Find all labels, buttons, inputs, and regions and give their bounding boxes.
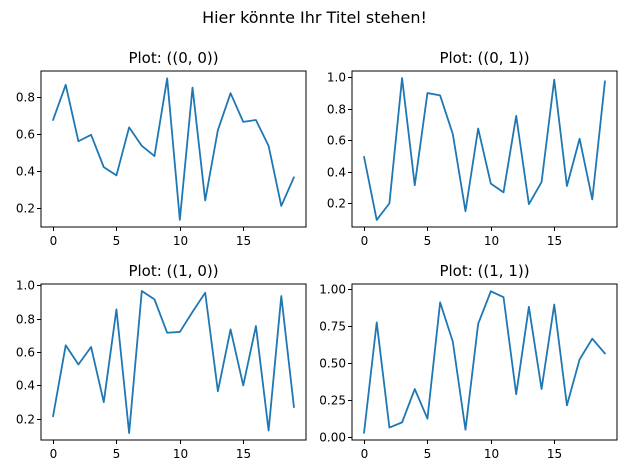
y-tick-label: 0.50 [319, 357, 346, 371]
y-tick-label: 0.8 [16, 91, 35, 105]
x-tick-label: 10 [173, 234, 188, 248]
y-tick-label: 0.8 [327, 103, 346, 117]
x-tick-label: 5 [113, 234, 121, 248]
y-tick-label: 0.2 [16, 413, 35, 427]
x-tick-label: 5 [424, 234, 432, 248]
y-tick-label: 0.6 [16, 346, 35, 360]
series-line [52, 77, 295, 221]
y-tick-label: 0.75 [319, 320, 346, 334]
subplot-1: Plot: ((0, 1)) 0 5 10 15 0.2 0.4 0.6 0.8 1.0 [327, 49, 618, 248]
y-tick-label: 1.0 [327, 71, 346, 85]
series-line [363, 290, 606, 434]
series-line [363, 77, 606, 221]
subplot-2: Plot: ((1, 0)) 0 5 10 15 0.2 0.4 0.6 0.8 1.0 [16, 262, 307, 461]
y-tick-label: 0.6 [16, 128, 35, 142]
subplot-3: Plot: ((1, 1)) 0 5 10 15 0.00 0.25 0.50 0.75 1.00 [319, 262, 618, 461]
subplot-title: Plot: ((0, 1)) [439, 49, 529, 67]
subplot-0: Plot: ((0, 0)) 0 5 10 15 0.2 0.4 0.6 0.8 [16, 49, 307, 248]
y-tick-label: 1.00 [319, 283, 346, 297]
axes-frame [351, 283, 618, 441]
y-tick-label: 0.00 [319, 431, 346, 445]
series-line [52, 290, 295, 434]
x-tick-label: 15 [236, 447, 251, 461]
x-tick-label: 0 [50, 234, 58, 248]
x-tick-label: 5 [424, 447, 432, 461]
x-tick-label: 0 [50, 447, 58, 461]
y-tick-label: 0.2 [327, 197, 346, 211]
x-tick-label: 10 [484, 234, 499, 248]
y-tick-label: 0.6 [327, 134, 346, 148]
x-tick-label: 0 [361, 234, 369, 248]
x-tick-label: 15 [236, 234, 251, 248]
axes-frame [40, 70, 307, 228]
subplot-title: Plot: ((1, 1)) [439, 262, 529, 280]
y-tick-label: 0.8 [16, 313, 35, 327]
y-tick-label: 0.4 [327, 166, 346, 180]
figure-suptitle: Hier könnte Ihr Titel stehen! [202, 8, 427, 27]
x-tick-label: 5 [113, 447, 121, 461]
x-tick-label: 10 [173, 447, 188, 461]
x-tick-label: 15 [547, 447, 562, 461]
y-tick-label: 0.4 [16, 379, 35, 393]
subplot-title: Plot: ((0, 0)) [128, 49, 218, 67]
y-tick-label: 0.25 [319, 394, 346, 408]
x-tick-label: 0 [361, 447, 369, 461]
x-tick-label: 10 [484, 447, 499, 461]
y-tick-label: 0.2 [16, 202, 35, 216]
axes-frame [40, 283, 307, 441]
axes-frame [351, 70, 618, 228]
subplot-title: Plot: ((1, 0)) [128, 262, 218, 280]
y-tick-label: 0.4 [16, 165, 35, 179]
y-tick-label: 1.0 [16, 279, 35, 293]
x-tick-label: 15 [547, 234, 562, 248]
